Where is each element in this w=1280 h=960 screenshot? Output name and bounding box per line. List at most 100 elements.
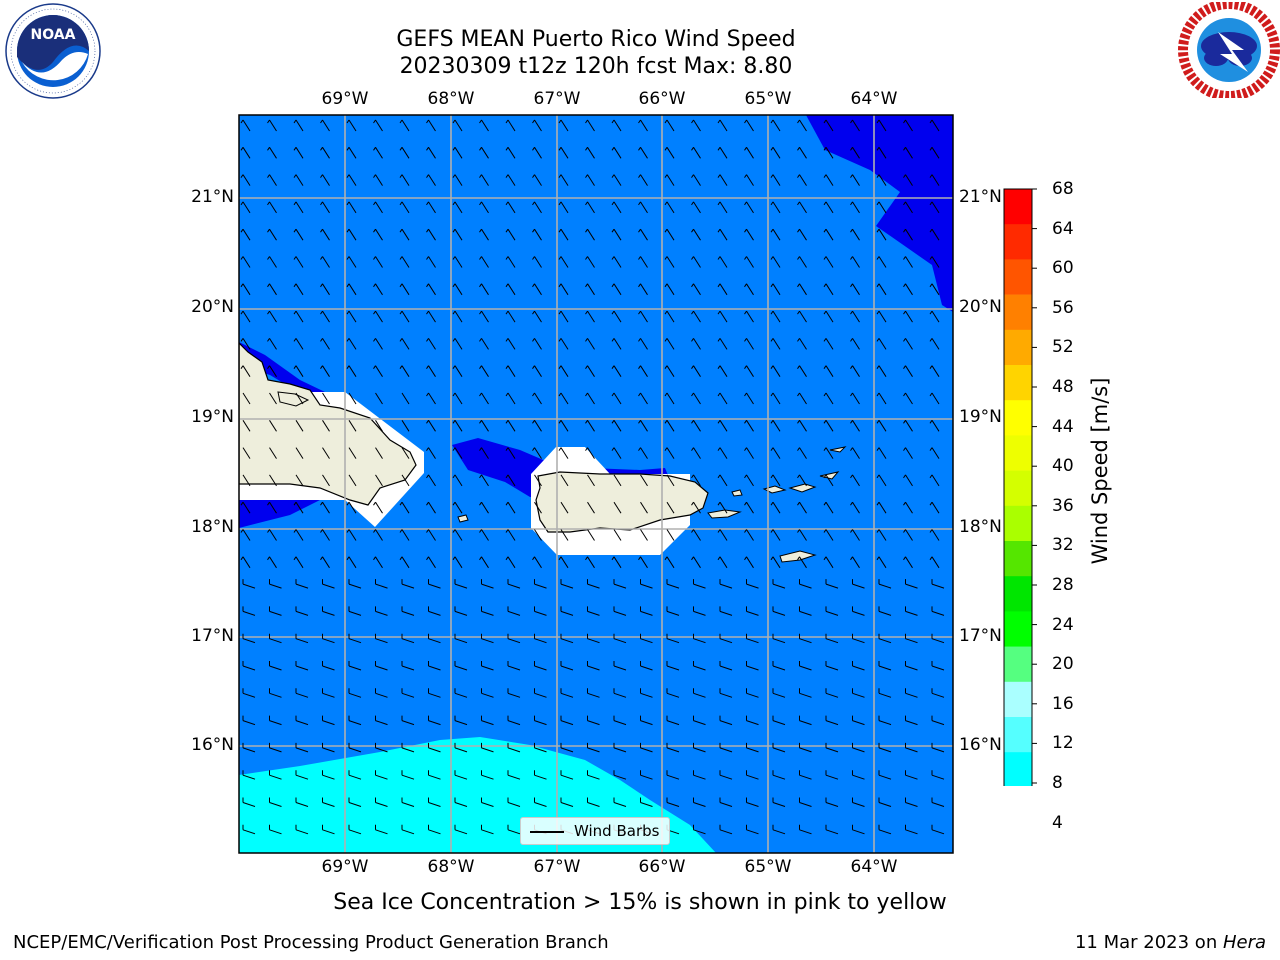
wind-barb bbox=[585, 420, 595, 432]
wind-barb bbox=[295, 742, 309, 753]
wind-barb bbox=[428, 579, 441, 589]
wind-barb bbox=[269, 474, 277, 487]
colorbar-tick-label: 4 bbox=[1052, 812, 1063, 833]
wind-barb bbox=[293, 501, 304, 514]
lat-label-left-19n: 19°N bbox=[191, 407, 234, 427]
wind-barb bbox=[505, 447, 516, 459]
wind-barb bbox=[717, 365, 728, 377]
wind-barb bbox=[454, 661, 468, 671]
wind-barb bbox=[267, 201, 277, 214]
wind-barb bbox=[825, 606, 839, 616]
wind-barb bbox=[929, 201, 940, 214]
wind-barb bbox=[719, 633, 733, 644]
wind-barb bbox=[664, 310, 675, 323]
wind-barb bbox=[691, 447, 701, 459]
wind-barb bbox=[558, 392, 569, 405]
wind-barb bbox=[797, 228, 807, 241]
wind-barb bbox=[744, 556, 754, 569]
wind-barb bbox=[322, 606, 335, 616]
wind-barb bbox=[322, 474, 330, 487]
wind-barb bbox=[505, 501, 516, 514]
wind-barb bbox=[558, 147, 569, 159]
wind-barb bbox=[693, 742, 706, 753]
wind-barb bbox=[452, 147, 463, 159]
wind-barb bbox=[375, 770, 388, 780]
wind-barb bbox=[691, 283, 701, 296]
wind-barb bbox=[744, 201, 754, 214]
wind-barb bbox=[903, 474, 913, 487]
wind-barb bbox=[452, 447, 463, 459]
wind-barb bbox=[507, 633, 521, 644]
wind-barb bbox=[613, 715, 627, 726]
noaa-logo-icon: NOAA bbox=[5, 3, 101, 99]
wind-barb bbox=[428, 633, 441, 644]
wind-barb bbox=[532, 310, 542, 323]
wind-barb bbox=[558, 174, 569, 186]
wind-barb bbox=[401, 606, 415, 616]
wind-barb bbox=[585, 556, 595, 569]
wind-barb bbox=[611, 420, 622, 432]
lon-label-bottom-65w: 65°W bbox=[744, 857, 792, 877]
wind-barb bbox=[242, 474, 251, 487]
map-legend: Wind Barbs bbox=[520, 817, 670, 845]
lon-label-top-68w: 68°W bbox=[427, 89, 475, 109]
wind-barb bbox=[852, 824, 865, 835]
wind-barb bbox=[269, 392, 277, 405]
wind-barb bbox=[242, 579, 256, 589]
wind-barb bbox=[929, 556, 940, 569]
wind-barb bbox=[852, 633, 865, 644]
wind-barb bbox=[585, 338, 595, 350]
colorbar-segment bbox=[1004, 576, 1032, 612]
wind-barb bbox=[613, 529, 622, 541]
lon-label-bottom-64w: 64°W bbox=[850, 857, 898, 877]
wind-barb bbox=[375, 420, 383, 432]
wind-barb bbox=[693, 688, 706, 698]
wind-barb bbox=[481, 824, 494, 835]
wind-barb bbox=[823, 338, 834, 350]
wind-barb bbox=[532, 392, 542, 405]
colorbar-segment bbox=[1004, 717, 1032, 753]
wind-barb bbox=[799, 633, 812, 644]
wind-barb bbox=[507, 661, 521, 671]
wind-barb bbox=[240, 283, 251, 296]
wind-barb bbox=[322, 392, 330, 405]
wind-barb bbox=[666, 688, 680, 698]
wind-barb bbox=[240, 228, 251, 241]
wind-barb bbox=[611, 365, 622, 377]
wind-barb bbox=[322, 688, 335, 698]
wind-barb bbox=[505, 174, 516, 186]
wind-barb bbox=[269, 715, 282, 726]
wind-barb bbox=[929, 310, 940, 323]
wind-barb-legend-line bbox=[530, 831, 564, 833]
wind-barb bbox=[744, 474, 754, 487]
wind-barb bbox=[375, 661, 388, 671]
wind-barb bbox=[373, 174, 383, 186]
wind-barb bbox=[346, 228, 357, 241]
wind-barb bbox=[876, 529, 887, 541]
wind-barb bbox=[534, 529, 542, 541]
wind-barb bbox=[293, 119, 304, 132]
wind-barb bbox=[931, 742, 945, 753]
wind-barb bbox=[770, 256, 781, 268]
wind-barb bbox=[505, 310, 516, 323]
lat-label-right-18n: 18°N bbox=[959, 517, 1002, 537]
wind-barb bbox=[401, 661, 415, 671]
lon-label-top-66w: 66°W bbox=[638, 89, 686, 109]
wind-barb bbox=[454, 797, 468, 807]
wind-barb bbox=[428, 824, 441, 835]
wind-barb bbox=[375, 824, 388, 835]
wind-barb bbox=[320, 283, 330, 296]
wind-barb bbox=[346, 556, 357, 569]
lat-label-left-17n: 17°N bbox=[191, 626, 234, 646]
wind-barb bbox=[850, 392, 860, 405]
wind-barb bbox=[876, 447, 887, 459]
wind-barb bbox=[560, 529, 569, 541]
wind-barb bbox=[823, 447, 834, 459]
wind-barb bbox=[825, 579, 839, 589]
wind-barb bbox=[454, 688, 468, 698]
wind-barb bbox=[744, 447, 754, 459]
wind-barb bbox=[452, 310, 463, 323]
wind-barb bbox=[905, 579, 918, 589]
wind-barb bbox=[375, 715, 388, 726]
wind-barb bbox=[744, 501, 754, 514]
